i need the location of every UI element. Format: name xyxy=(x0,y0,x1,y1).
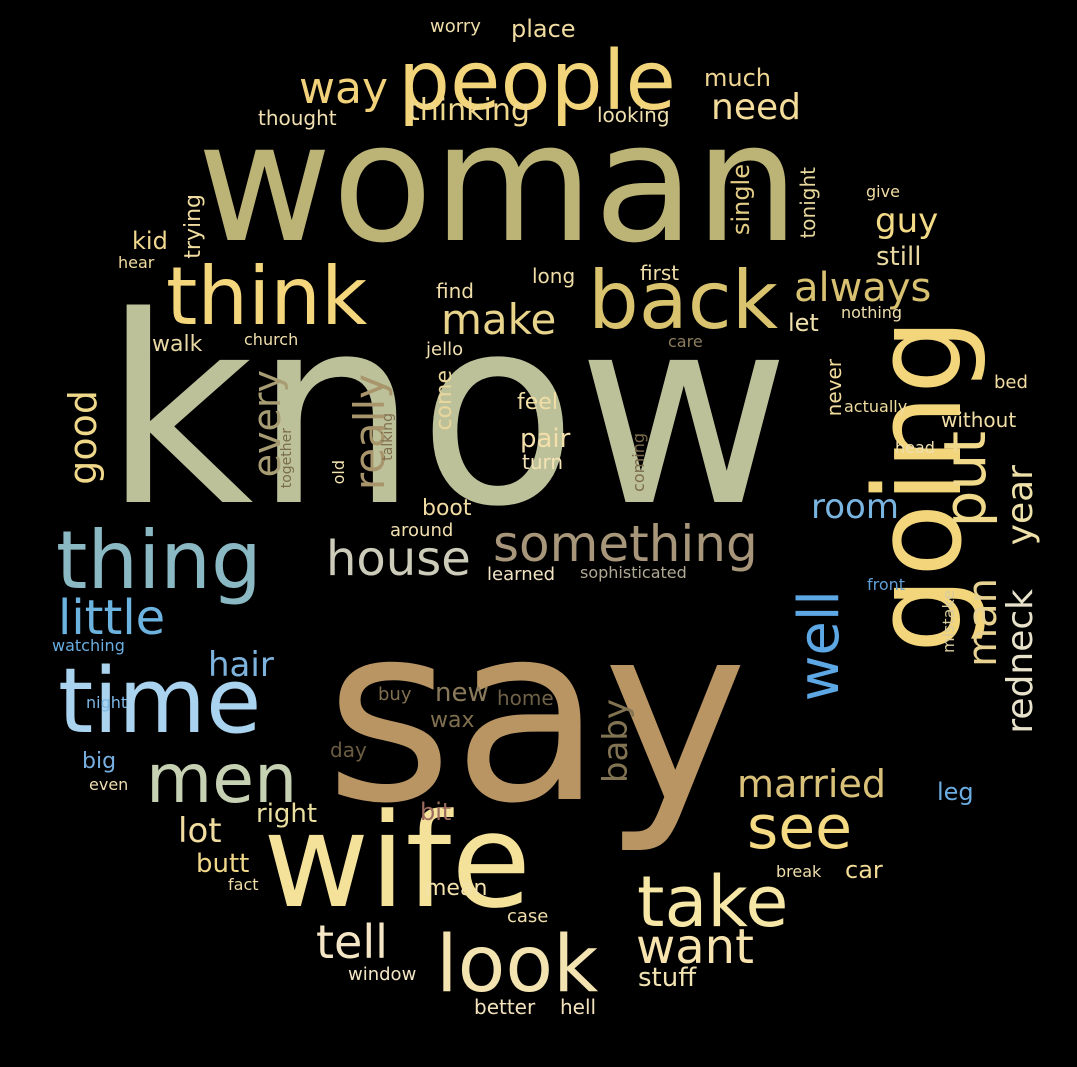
word-always: always xyxy=(794,265,932,311)
word-front: front xyxy=(867,575,906,594)
word-good: good xyxy=(61,390,105,485)
word-hear: hear xyxy=(118,253,155,272)
word-need: need xyxy=(711,87,801,128)
word-way: way xyxy=(299,63,388,114)
word-place: place xyxy=(511,15,576,43)
word-never: never xyxy=(822,359,846,417)
word-hair: hair xyxy=(208,645,274,685)
word-take: take xyxy=(637,861,789,943)
word-tell: tell xyxy=(316,915,388,969)
word-woman: woman xyxy=(197,87,800,279)
word-without: without xyxy=(941,408,1017,432)
word-day: day xyxy=(330,738,367,762)
word-feel: feel xyxy=(517,390,558,415)
word-give: give xyxy=(866,182,900,201)
word-care: care xyxy=(668,332,703,351)
word-stuff: stuff xyxy=(638,963,697,993)
word-pair: pair xyxy=(520,424,571,454)
word-mean: mean xyxy=(425,876,488,901)
word-night: night xyxy=(86,693,128,712)
word-hell: hell xyxy=(560,995,597,1019)
word-want: want xyxy=(636,919,754,975)
word-home: home xyxy=(497,686,554,710)
word-together: together xyxy=(279,428,295,489)
word-boot: boot xyxy=(422,496,472,521)
word-buy: buy xyxy=(378,684,412,705)
word-find: find xyxy=(436,279,474,303)
word-trying: trying xyxy=(181,194,206,259)
word-well: well xyxy=(787,590,852,702)
word-guy: guy xyxy=(875,201,939,241)
word-new: new xyxy=(435,678,489,708)
word-butt: butt xyxy=(196,849,250,879)
word-put: put xyxy=(931,431,999,528)
word-better: better xyxy=(474,995,536,1019)
word-big: big xyxy=(82,749,117,774)
word-sophisticated: sophisticated xyxy=(580,563,687,582)
word-learned: learned xyxy=(487,564,556,585)
word-coming: coming xyxy=(629,433,648,492)
word-come: come xyxy=(432,370,457,431)
word-looking: looking xyxy=(597,103,670,127)
word-year: year xyxy=(1000,465,1041,546)
word-turn: turn xyxy=(522,450,564,474)
word-nothing: nothing xyxy=(841,303,903,322)
word-room: room xyxy=(811,487,899,527)
word-look: look xyxy=(436,920,599,1010)
word-little: little xyxy=(58,590,166,646)
word-back: back xyxy=(588,254,779,347)
word-leg: leg xyxy=(937,778,974,806)
word-see: see xyxy=(747,793,853,863)
word-say: say xyxy=(325,572,748,857)
word-even: even xyxy=(89,775,129,794)
word-tonight: tonight xyxy=(796,167,820,239)
word-house: house xyxy=(326,531,471,587)
word-time: time xyxy=(58,649,262,754)
word-wax: wax xyxy=(430,708,475,733)
word-lot: lot xyxy=(178,811,222,851)
word-old: old xyxy=(329,460,348,485)
word-window: window xyxy=(348,964,417,985)
word-wife: wife xyxy=(263,785,532,937)
word-know: know xyxy=(103,262,791,564)
word-let: let xyxy=(788,309,819,337)
word-first: first xyxy=(640,261,680,285)
word-redneck: redneck xyxy=(1000,589,1041,734)
word-actually: actually xyxy=(844,397,908,416)
word-around: around xyxy=(390,520,454,541)
word-church: church xyxy=(244,330,299,349)
word-single: single xyxy=(727,164,755,236)
word-case: case xyxy=(507,906,549,927)
word-car: car xyxy=(845,856,883,884)
word-thinking: thinking xyxy=(408,93,530,128)
word-walk: walk xyxy=(152,332,203,357)
word-mistake: mistake xyxy=(939,590,958,653)
word-kid: kid xyxy=(132,227,168,255)
word-thought: thought xyxy=(258,106,337,130)
word-bed: bed xyxy=(994,372,1028,393)
word-jello: jello xyxy=(426,339,464,360)
word-still: still xyxy=(876,242,922,272)
word-right: right xyxy=(256,799,318,829)
word-man: man xyxy=(960,578,1006,667)
word-think: think xyxy=(166,250,368,343)
word-married: married xyxy=(737,762,886,806)
word-much: much xyxy=(704,64,771,92)
word-baby: baby xyxy=(596,699,636,784)
word-head: head xyxy=(895,438,935,457)
word-long: long xyxy=(532,264,576,288)
word-break: break xyxy=(776,862,822,881)
word-something: something xyxy=(493,515,758,573)
word-bit: bit xyxy=(420,798,452,826)
word-watching: watching xyxy=(52,636,125,655)
word-worry: worry xyxy=(430,16,481,37)
word-thing: thing xyxy=(56,514,262,607)
word-men: men xyxy=(146,740,298,819)
word-make: make xyxy=(441,295,557,344)
word-talking: talking xyxy=(380,413,396,461)
word-people: people xyxy=(398,34,676,129)
word-fact: fact xyxy=(228,875,259,894)
